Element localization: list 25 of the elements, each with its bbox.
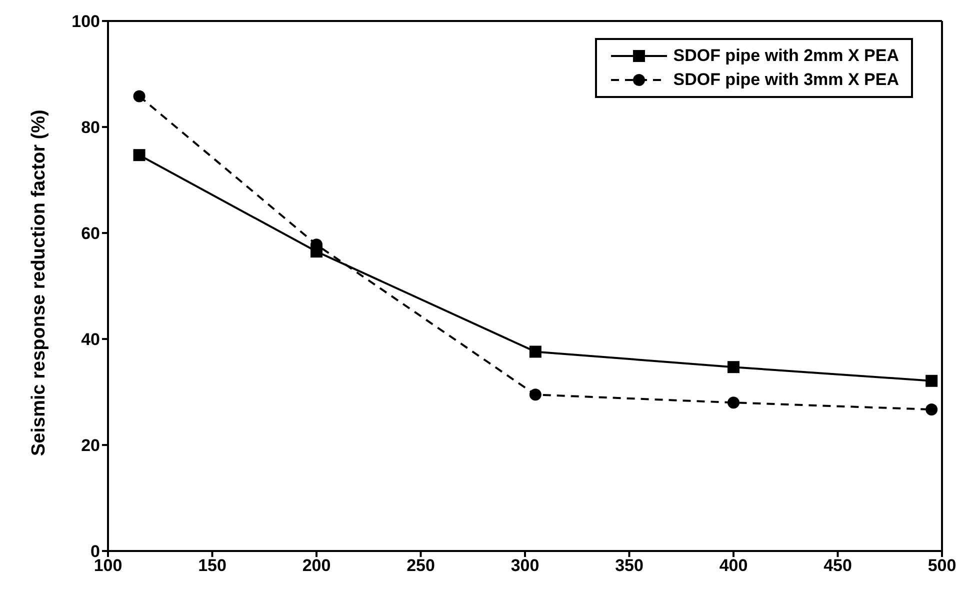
- x-tick-label: 100: [94, 556, 122, 576]
- x-tick-label: 450: [824, 556, 852, 576]
- legend-label: SDOF pipe with 2mm X PEA: [673, 45, 899, 67]
- point: [529, 388, 542, 401]
- point: [529, 346, 542, 358]
- y-axis-title: Seismic response reduction factor (%): [28, 110, 50, 456]
- y-tick-label: 40: [81, 330, 100, 350]
- y-tick-label: 100: [72, 12, 100, 32]
- point: [728, 361, 740, 374]
- point: [728, 396, 740, 409]
- legend-label: SDOF pipe with 3mm X PEA: [673, 69, 899, 91]
- x-tick-label: 350: [615, 556, 644, 576]
- x-tick-label: 200: [302, 556, 331, 576]
- x-tick-label: 400: [719, 556, 748, 576]
- y-tick-label: 20: [81, 436, 100, 456]
- x-tick-label: 500: [928, 556, 956, 576]
- point: [926, 374, 938, 387]
- y-tick-label: 60: [81, 224, 100, 244]
- x-tick-label: 250: [406, 556, 435, 576]
- point: [926, 403, 938, 416]
- x-tick-label: 300: [510, 556, 540, 576]
- x-tick-label: 150: [198, 556, 226, 576]
- point: [133, 90, 146, 102]
- y-tick-label: 80: [81, 118, 100, 138]
- point: [133, 149, 146, 162]
